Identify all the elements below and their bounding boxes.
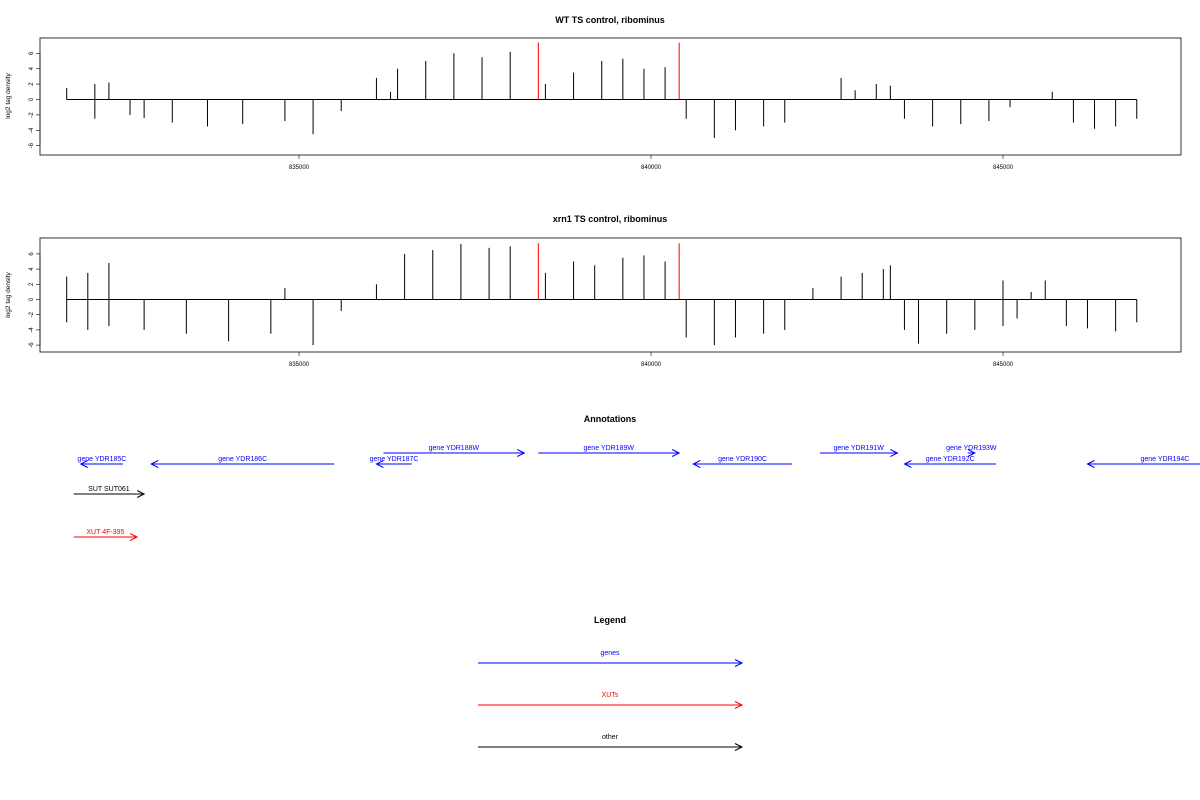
legend-items: genes XUTs other <box>478 650 744 751</box>
xrn1-y-tick-label: 2 <box>29 282 35 286</box>
xrn1-y-tick-label: 4 <box>29 267 35 271</box>
legend-arrow-head <box>734 659 744 667</box>
annotation-label: XUT 4F-395 <box>86 529 124 536</box>
wt-x-axis: 835000 840000 845000 <box>289 155 1014 171</box>
annotation-gene-ydr193w: gene YDR193W <box>946 445 997 457</box>
wt-boundary-markers <box>537 42 680 100</box>
legend-label: genes <box>600 650 620 657</box>
xrn1-y-tick-label: -2 <box>29 311 35 317</box>
wt-y-axis-label: log2 tag density <box>5 72 12 118</box>
annotation-gene-ydr188w: gene YDR188W <box>383 445 526 457</box>
wt-y-tick-label: 4 <box>29 66 35 70</box>
annotation-arrow-head <box>903 460 912 468</box>
annotation-gene-ydr185c: gene YDR185C <box>77 456 126 468</box>
wt-y-tick-label: -2 <box>29 112 35 118</box>
annotation-label: gene YDR189W <box>584 445 635 452</box>
legend-label: other <box>602 734 619 741</box>
annotation-label: gene YDR187C <box>370 456 419 463</box>
annotation-items: gene YDR185C gene YDR186C gene YDR187C gene… <box>73 445 1200 541</box>
annotations-track: Annotations gene YDR185C gene YDR186C gene… <box>73 414 1200 541</box>
wt-x-tick-label: 845000 <box>993 165 1014 171</box>
xrn1-panel-title: xrn1 TS control, ribominus <box>553 214 668 224</box>
legend-arrow-head <box>734 701 744 709</box>
annotation-label: gene YDR186C <box>218 456 267 463</box>
annotation-gene-ydr190c: gene YDR190C <box>692 456 792 468</box>
annotation-gene-ydr189w: gene YDR189W <box>538 445 681 457</box>
xrn1-y-axis-label: log2 tag density <box>5 271 12 317</box>
annotation-label: gene YDR193W <box>946 445 997 452</box>
legend-arrow-head <box>734 743 744 751</box>
annotation-gene-ydr191w: gene YDR191W <box>819 445 899 457</box>
annotation-label: gene YDR188W <box>429 445 480 452</box>
wt-panel-title: WT TS control, ribominus <box>555 15 665 25</box>
annotation-arrow-head <box>967 449 976 457</box>
wt-coverage-panel: WT TS control, ribominus log2 tag densit… <box>5 15 1182 171</box>
wt-x-tick-label: 835000 <box>289 165 310 171</box>
annotation-arrow-head <box>1086 460 1095 468</box>
annotation-label: gene YDR194C <box>1140 456 1189 463</box>
wt-plot-frame <box>39 37 1182 156</box>
annotation-arrow-head <box>671 449 681 457</box>
wt-x-tick-label: 840000 <box>641 165 662 171</box>
legend-item-genes: genes <box>478 650 744 667</box>
wt-bar-series <box>66 51 1138 138</box>
legend-label: XUTs <box>602 692 619 699</box>
wt-y-axis: -6 -4 -2 0 2 4 6 <box>29 51 41 148</box>
legend: Legend genes XUTs other <box>478 615 744 751</box>
legend-title: Legend <box>594 615 626 625</box>
wt-y-tick-label: 6 <box>29 51 35 55</box>
annotation-arrow-head <box>517 449 526 457</box>
annotation-arrow-head <box>129 533 139 541</box>
wt-y-tick-label: 2 <box>29 82 35 86</box>
annotation-gene-ydr194c: gene YDR194C <box>1086 456 1200 468</box>
annotation-gene-ydr192c: gene YDR192C <box>903 456 996 468</box>
legend-item-other: other <box>478 734 744 751</box>
annotation-label: gene YDR190C <box>718 456 767 463</box>
xrn1-boundary-markers <box>537 243 680 300</box>
xrn1-bar-series <box>66 244 1138 346</box>
annotations-title: Annotations <box>584 414 637 424</box>
wt-y-tick-label: -6 <box>29 142 35 148</box>
xrn1-x-tick-label: 845000 <box>993 362 1014 368</box>
xrn1-x-tick-label: 840000 <box>641 362 662 368</box>
annotation-arrow-head <box>136 490 146 498</box>
annotation-arrow-head <box>692 460 701 468</box>
annotation-label: SUT SUT061 <box>88 486 130 493</box>
wt-y-tick-label: 0 <box>29 97 35 101</box>
annotation-label: gene YDR185C <box>77 456 126 463</box>
annotation-gene-ydr186c: gene YDR186C <box>150 456 335 468</box>
xrn1-coverage-panel: xrn1 TS control, ribominus log2 tag dens… <box>5 214 1182 368</box>
annotation-label: gene YDR191W <box>833 445 884 452</box>
xrn1-y-tick-label: -4 <box>29 327 35 333</box>
annotation-arrow-head <box>890 449 899 457</box>
annotation-xut-4f-395: XUT 4F-395 <box>73 529 139 541</box>
wt-y-tick-label: -4 <box>29 127 35 133</box>
annotation-gene-ydr187c: gene YDR187C <box>370 456 419 468</box>
annotation-sut-sut061: SUT SUT061 <box>73 486 146 498</box>
annotation-label: gene YDR192C <box>926 456 975 463</box>
annotation-arrow-head <box>150 460 159 468</box>
xrn1-plot-frame <box>39 237 1182 353</box>
xrn1-y-tick-label: 6 <box>29 252 35 256</box>
xrn1-y-axis: -6 -4 -2 0 2 4 6 <box>29 252 41 348</box>
xrn1-x-axis: 835000 840000 845000 <box>289 352 1014 368</box>
xrn1-x-tick-label: 835000 <box>289 362 310 368</box>
annotation-arrow-head <box>375 460 384 468</box>
legend-item-xuts: XUTs <box>478 692 744 709</box>
annotation-arrow-head <box>79 460 88 468</box>
xrn1-y-tick-label: -6 <box>29 342 35 348</box>
xrn1-y-tick-label: 0 <box>29 297 35 301</box>
